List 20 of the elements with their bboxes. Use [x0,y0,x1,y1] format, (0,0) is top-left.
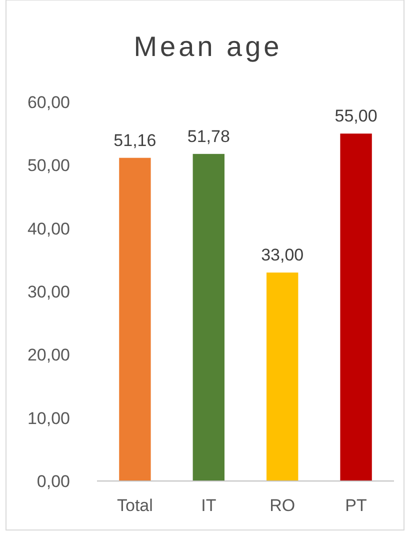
data-label: 51,78 [187,126,230,146]
x-tick-label: IT [201,496,216,515]
x-tick-label: RO [270,496,296,515]
y-tick-label: 50,00 [27,156,70,176]
bar [119,158,151,481]
data-label: 33,00 [261,246,304,265]
bar [192,154,224,481]
data-label: 55,00 [334,106,378,126]
y-tick-label: 30,00 [27,282,70,302]
bar [340,134,372,481]
y-tick-label: 0,00 [36,472,70,491]
x-tick-label: PT [345,496,367,515]
y-tick-label: 40,00 [27,219,70,238]
y-tick-label: 60,00 [27,92,70,112]
x-tick-label: Total [116,496,153,515]
y-tick-label: 10,00 [27,408,70,428]
bar [266,272,298,481]
chart-title: Mean age [134,31,282,62]
data-label: 51,16 [114,130,156,150]
y-tick-label: 20,00 [27,346,70,365]
